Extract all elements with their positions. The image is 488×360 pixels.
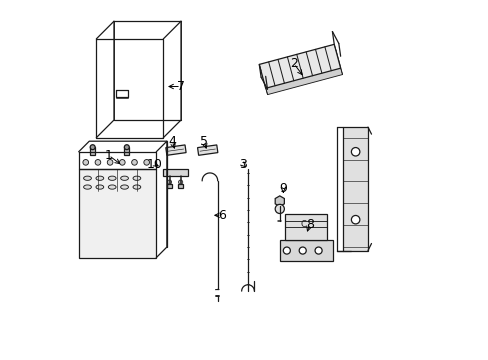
Bar bbox=[343, 127, 367, 251]
Polygon shape bbox=[259, 44, 340, 88]
Circle shape bbox=[83, 159, 88, 165]
Polygon shape bbox=[197, 145, 218, 155]
Ellipse shape bbox=[108, 185, 116, 189]
Circle shape bbox=[314, 247, 322, 254]
Polygon shape bbox=[165, 145, 186, 155]
Text: 1: 1 bbox=[104, 149, 112, 162]
Circle shape bbox=[167, 180, 171, 184]
Ellipse shape bbox=[121, 176, 128, 180]
FancyBboxPatch shape bbox=[79, 170, 156, 258]
Circle shape bbox=[107, 159, 113, 165]
Bar bbox=[178, 184, 183, 188]
Circle shape bbox=[351, 215, 359, 224]
Circle shape bbox=[90, 145, 95, 150]
Text: 2: 2 bbox=[289, 57, 297, 70]
Circle shape bbox=[143, 159, 149, 165]
Text: 3: 3 bbox=[238, 158, 246, 171]
Circle shape bbox=[351, 148, 359, 156]
Ellipse shape bbox=[133, 176, 141, 180]
Ellipse shape bbox=[133, 185, 141, 189]
Text: 9: 9 bbox=[279, 182, 286, 195]
Circle shape bbox=[119, 159, 125, 165]
Text: 8: 8 bbox=[305, 217, 313, 231]
Ellipse shape bbox=[121, 185, 128, 189]
Ellipse shape bbox=[83, 176, 91, 180]
Circle shape bbox=[275, 204, 284, 213]
Circle shape bbox=[95, 159, 101, 165]
Text: 7: 7 bbox=[177, 80, 184, 93]
Bar bbox=[285, 213, 327, 240]
Ellipse shape bbox=[96, 185, 103, 189]
Bar bbox=[163, 170, 188, 176]
Text: 6: 6 bbox=[217, 209, 225, 222]
Bar bbox=[124, 147, 129, 155]
Circle shape bbox=[299, 247, 305, 254]
Bar bbox=[167, 184, 172, 188]
Circle shape bbox=[124, 145, 129, 150]
Text: C: C bbox=[300, 220, 306, 229]
Ellipse shape bbox=[83, 185, 91, 189]
Bar bbox=[279, 240, 332, 261]
Ellipse shape bbox=[96, 176, 103, 180]
Circle shape bbox=[283, 247, 290, 254]
Circle shape bbox=[131, 159, 137, 165]
Text: 5: 5 bbox=[200, 135, 207, 148]
Bar bbox=[90, 147, 95, 155]
Circle shape bbox=[178, 180, 183, 184]
Text: 4: 4 bbox=[168, 135, 176, 148]
Ellipse shape bbox=[108, 176, 116, 180]
Polygon shape bbox=[261, 51, 342, 95]
Text: 10: 10 bbox=[146, 158, 162, 171]
